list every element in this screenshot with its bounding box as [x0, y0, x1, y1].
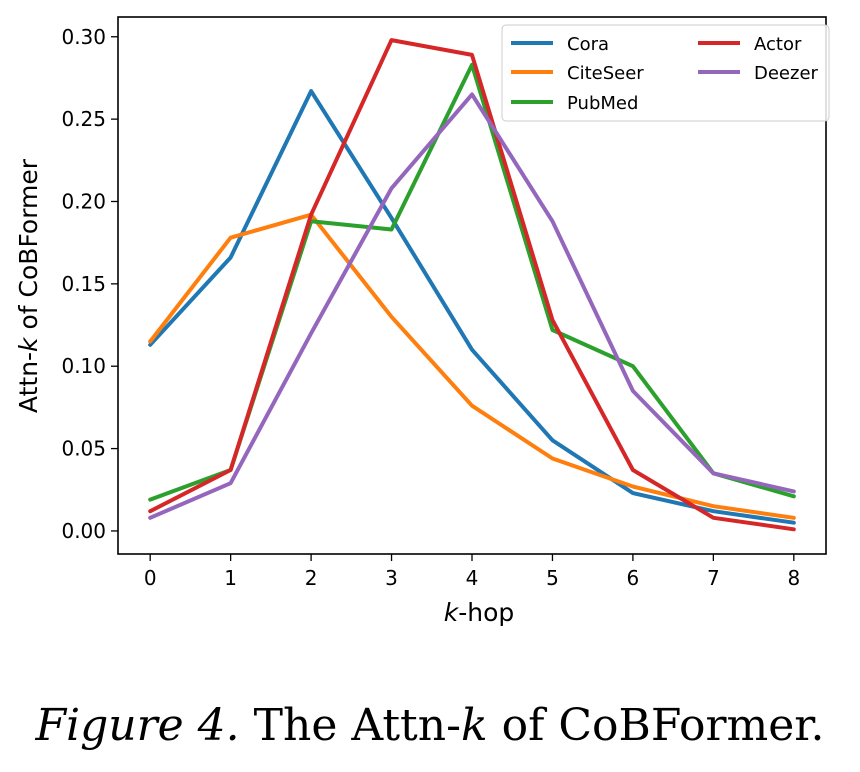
series-line-pubmed	[148, 62, 796, 502]
y-axis-label: Attn-k of CoBFormer	[14, 158, 43, 413]
legend-label-deezer: Deezer	[754, 63, 819, 84]
legend: Cora CiteSeer PubMed Actor Deezer	[501, 24, 830, 122]
y-tick-label: 0.25	[61, 107, 106, 131]
x-tick-label: 6	[627, 566, 640, 590]
legend-label-citeseer: CiteSeer	[567, 63, 644, 84]
x-tick-label: 2	[305, 566, 318, 590]
caption-text-pre: The Attn-	[239, 700, 461, 751]
legend-label-actor: Actor	[754, 34, 802, 55]
caption-text-post: of CoBFormer.	[487, 700, 825, 751]
legend-label-pubmed: PubMed	[567, 93, 638, 114]
series-line-deezer	[148, 92, 796, 520]
x-tick-label: 4	[466, 566, 479, 590]
series-line-cora	[148, 89, 796, 525]
legend-label-cora: Cora	[567, 34, 609, 55]
y-tick-label: 0.05	[61, 437, 106, 461]
x-axis-label: k-hop	[444, 598, 515, 627]
figure-label: Figure 4.	[35, 700, 240, 751]
y-tick-label: 0.00	[61, 519, 106, 543]
series-lines	[148, 38, 796, 532]
y-tick-label: 0.20	[61, 189, 106, 213]
x-tick-label: 1	[224, 566, 237, 590]
series-line-actor	[148, 38, 796, 532]
x-tick-label: 7	[707, 566, 720, 590]
series-line-citeseer	[148, 212, 796, 520]
caption-var: k	[460, 700, 488, 751]
legend-box	[501, 24, 830, 122]
y-tick-label: 0.30	[61, 25, 106, 49]
y-tick-label: 0.10	[61, 354, 106, 378]
x-tick-label: 0	[144, 566, 157, 590]
ticks: 0 1 2 3 4 5 6 7 8 0.00 0.05 0.10 0.15 0.20 0.25 0.30	[61, 25, 800, 590]
x-tick-label: 3	[385, 566, 398, 590]
x-tick-label: 8	[787, 566, 800, 590]
chart: 0 1 2 3 4 5 6 7 8 0.00 0.05 0.10 0.15 0.20 0.25 0.30 k-…	[14, 16, 830, 627]
figure-caption: Figure 4. The Attn-k of CoBFormer.	[0, 700, 860, 751]
x-tick-label: 5	[546, 566, 559, 590]
y-tick-label: 0.15	[61, 272, 106, 296]
